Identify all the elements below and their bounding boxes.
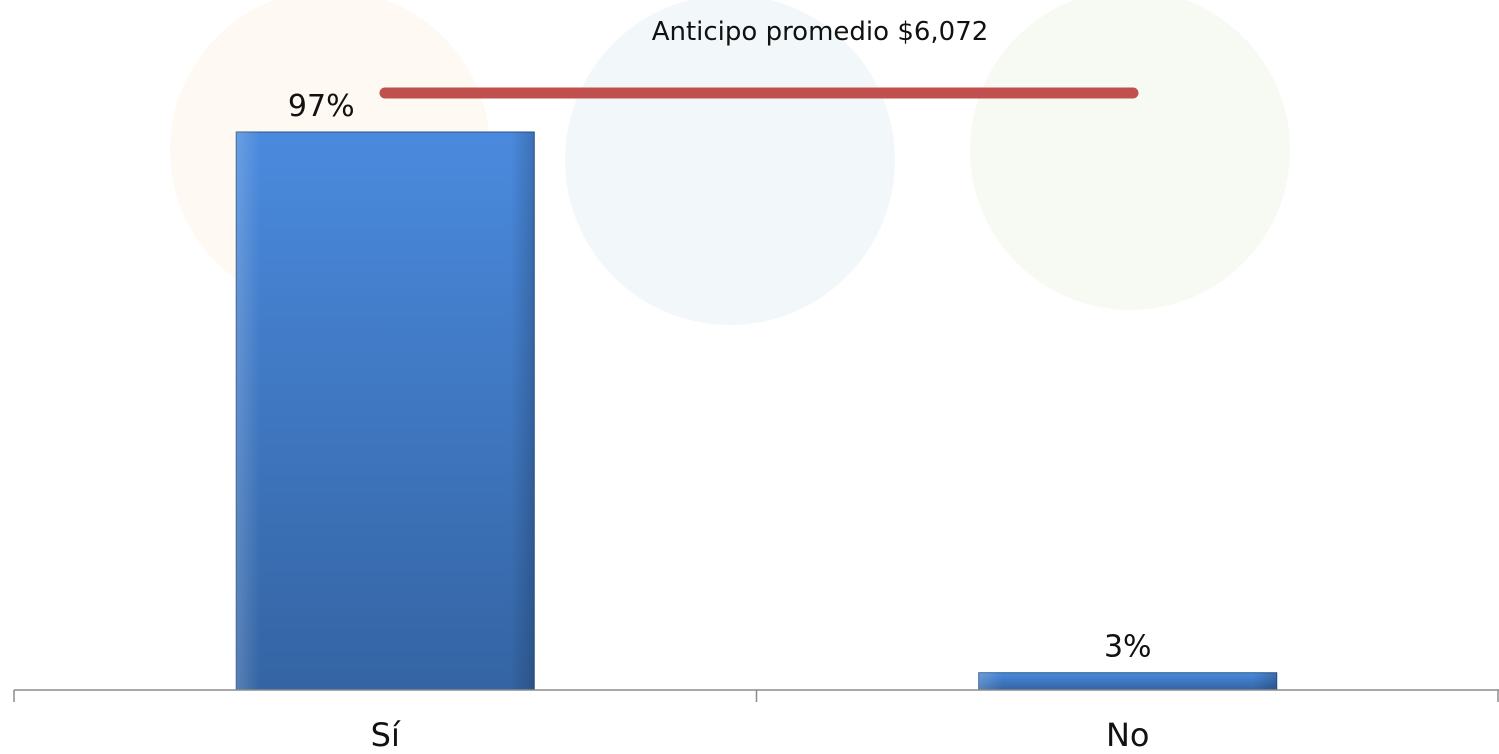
bar-group-2: 3%	[978, 630, 1278, 691]
x-axis: Sí No	[13, 689, 1499, 754]
bar-group-1: 97%	[235, 89, 535, 691]
data-label: 97%	[288, 89, 355, 124]
x-tick-label: No	[1106, 716, 1150, 754]
x-tick-label: Sí	[371, 716, 401, 754]
bar-bevel	[978, 672, 1277, 690]
bars-layer: 97% 3%	[235, 89, 1278, 691]
bar-bevel	[236, 132, 535, 690]
annotation-text: Anticipo promedio $6,072	[652, 17, 989, 47]
data-label: 3%	[1104, 630, 1152, 665]
